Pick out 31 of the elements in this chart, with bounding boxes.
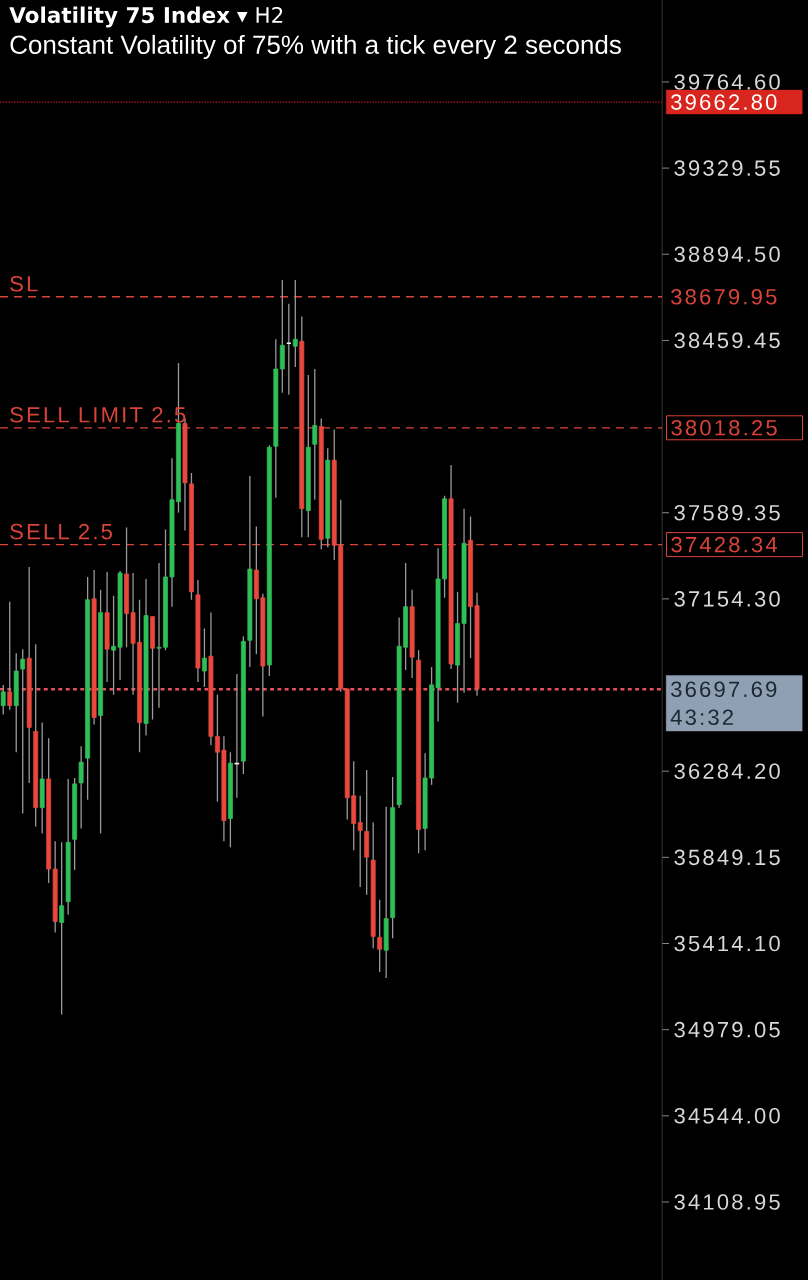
candlestick [377, 899, 383, 973]
candlestick [234, 673, 240, 799]
candlestick [7, 601, 13, 711]
y-tick-label: 38894.50 [674, 246, 780, 263]
text: 43:32 [670, 709, 733, 726]
text: Constant Volatility of 75% with a tick every 2 seconds [10, 34, 621, 60]
candlestick [0, 684, 6, 716]
y-tick-label: 34108.95 [674, 1194, 780, 1210]
text: 36697.69 [671, 681, 777, 698]
y-tick-label: 34979.05 [674, 1021, 780, 1038]
ref-line-label: SELL 2.5 [10, 523, 112, 540]
candlestick [202, 627, 207, 688]
y-tick-label: 39764.60 [674, 74, 780, 90]
y-tick-label: 39329.55 [674, 160, 780, 176]
candlestick [292, 279, 298, 368]
text: 39662.80 [671, 94, 777, 110]
y-tick-label: 36284.20 [674, 763, 780, 779]
text: 37428.34 [671, 536, 777, 553]
candlestick [59, 841, 65, 1016]
chart-title: Volatility 75 Index ▾ H2 [9, 6, 283, 28]
y-tick-label: 34544.00 [674, 1108, 780, 1124]
candlestick [312, 368, 318, 501]
y-tick-label: 37589.35 [674, 504, 780, 521]
y-tick-label: 35849.15 [674, 849, 780, 866]
y-tick-label: 37154.30 [674, 591, 780, 607]
text: 38679.95 [671, 288, 777, 305]
ref-line-label: SL [10, 275, 38, 292]
text: 38018.25 [671, 419, 777, 436]
candlestick [20, 648, 26, 815]
y-tick-label: 38459.45 [674, 332, 780, 349]
y-tick-label: 35414.10 [674, 935, 780, 952]
